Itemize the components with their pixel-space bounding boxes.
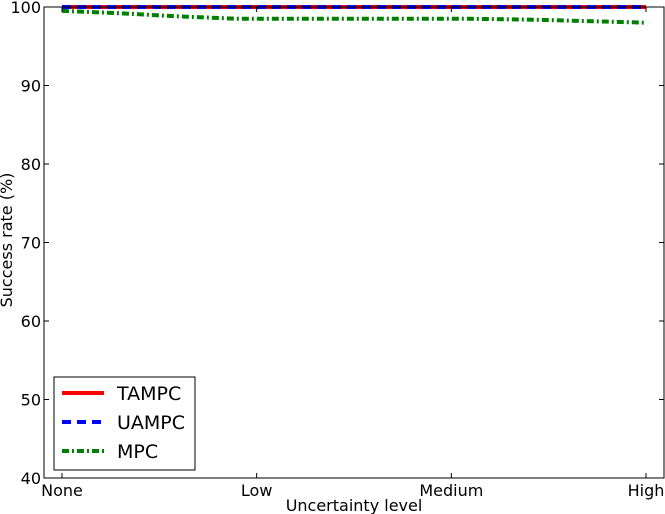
y-tick-label: 90	[21, 77, 41, 96]
y-tick-label: 80	[21, 155, 41, 174]
y-axis-ticks: 40 50 60 70 80 90 100	[10, 0, 664, 488]
y-tick-label: 70	[21, 234, 41, 253]
legend-label: MPC	[117, 441, 158, 463]
y-tick-label: 40	[21, 469, 41, 488]
y-tick-label: 50	[21, 391, 41, 410]
x-tick-label: Low	[241, 481, 273, 500]
x-tick-label: None	[41, 481, 83, 500]
x-tick-label: High	[628, 481, 665, 500]
x-axis-ticks: None Low Medium High	[41, 7, 664, 500]
legend-entries: TAMPC UAMPC MPC	[62, 383, 185, 463]
legend-label: TAMPC	[116, 383, 181, 405]
y-tick-label: 60	[21, 312, 41, 331]
series-line-mpc	[61, 8, 647, 25]
y-tick-label: 100	[10, 0, 41, 17]
legend-label: UAMPC	[117, 412, 185, 434]
y-axis-label: Success rate (%)	[0, 173, 16, 308]
x-axis-label: Uncertainty level	[286, 496, 423, 514]
x-tick-label: Medium	[419, 481, 483, 500]
series-layer	[61, 5, 647, 25]
legend: TAMPC UAMPC MPC	[53, 376, 196, 471]
